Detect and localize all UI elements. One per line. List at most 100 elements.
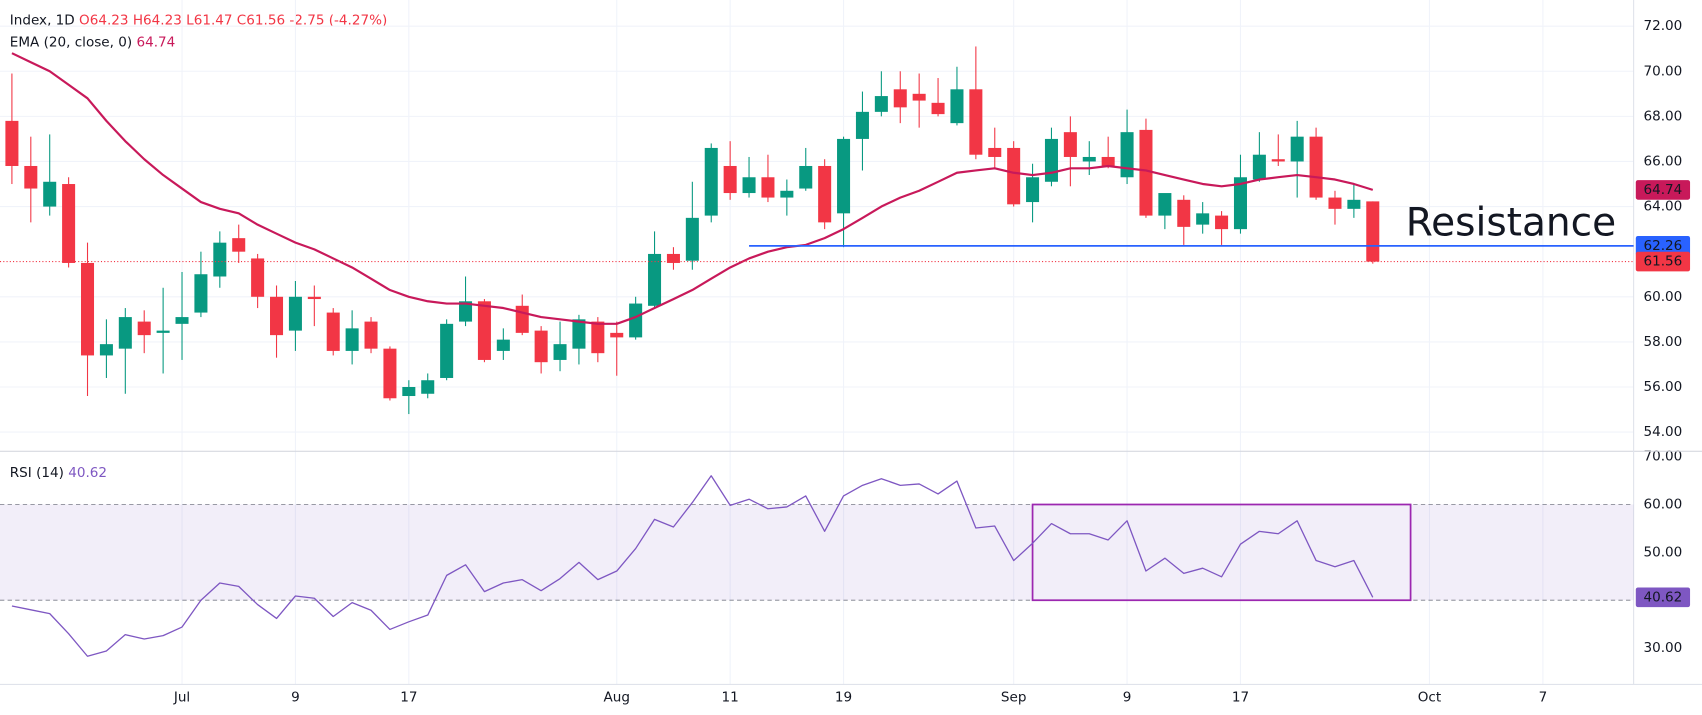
y-tick-label: 60.00 bbox=[1644, 289, 1683, 305]
candle-body bbox=[288, 296, 302, 331]
candle-body bbox=[402, 386, 416, 397]
price-badge-label: 64.74 bbox=[1644, 182, 1683, 198]
candle-body bbox=[591, 321, 605, 354]
y-tick-label: 64.00 bbox=[1644, 199, 1683, 215]
rsi-tick-label: 70.00 bbox=[1644, 449, 1683, 465]
y-tick-label: 72.00 bbox=[1644, 18, 1683, 34]
x-tick-label: 11 bbox=[722, 690, 739, 706]
rsi-value: 40.62 bbox=[68, 465, 107, 481]
x-tick-label: 17 bbox=[400, 690, 417, 706]
candle-body bbox=[1309, 136, 1323, 198]
candle-body bbox=[874, 96, 888, 112]
symbol: Index, 1D bbox=[10, 13, 75, 29]
candle-body bbox=[1347, 199, 1361, 209]
candle-body bbox=[156, 330, 170, 333]
candle-body bbox=[62, 184, 76, 263]
rsi-tick-label: 30.00 bbox=[1644, 640, 1683, 656]
candle-body bbox=[270, 296, 284, 336]
candle-body bbox=[175, 317, 189, 324]
candle-body bbox=[232, 238, 246, 252]
y-tick-label: 66.00 bbox=[1644, 153, 1683, 169]
y-tick-label: 70.00 bbox=[1644, 63, 1683, 79]
ema-value: 64.74 bbox=[136, 34, 175, 50]
candle-body bbox=[440, 323, 454, 378]
candle-body bbox=[383, 348, 397, 399]
candle-body bbox=[1328, 197, 1342, 209]
candle-body bbox=[1252, 154, 1266, 180]
candle-body bbox=[553, 344, 567, 360]
header: Index, 1D O64.23 H64.23 L61.47 C61.56 -2… bbox=[10, 13, 388, 29]
rsi-band bbox=[0, 504, 1634, 601]
x-tick-label: 9 bbox=[1123, 690, 1132, 706]
candle-body bbox=[855, 111, 869, 139]
candle-body bbox=[685, 217, 699, 261]
rsi-line bbox=[11, 475, 1374, 657]
candle-body bbox=[1082, 156, 1096, 162]
candle-body bbox=[761, 177, 775, 198]
rsi-box bbox=[1031, 503, 1412, 602]
candle-body bbox=[1196, 213, 1210, 225]
candle-body bbox=[1120, 132, 1134, 178]
candle-body bbox=[1366, 201, 1380, 262]
candle-body bbox=[534, 330, 548, 363]
candle-body bbox=[704, 147, 718, 216]
candle-body bbox=[307, 296, 321, 300]
y-tick-label: 58.00 bbox=[1644, 334, 1683, 350]
candle-body bbox=[988, 147, 1002, 157]
candle-body bbox=[24, 165, 38, 189]
candle-body bbox=[213, 242, 227, 277]
ema-name: EMA (20, close, 0) bbox=[10, 34, 132, 50]
close-value: C61.56 bbox=[237, 13, 285, 29]
candle-body bbox=[610, 332, 624, 338]
candle-body bbox=[1026, 177, 1040, 203]
candle-body bbox=[648, 253, 662, 306]
price-badge-label: 40.62 bbox=[1644, 589, 1683, 605]
price-badge-label: 61.56 bbox=[1644, 254, 1683, 270]
candle-body bbox=[80, 262, 95, 356]
candle-body bbox=[1177, 199, 1191, 227]
candle-body bbox=[666, 253, 680, 263]
candle-body bbox=[723, 165, 737, 194]
x-tick-label: 9 bbox=[291, 690, 300, 706]
ema-legend: EMA (20, close, 0) 64.74 bbox=[10, 34, 176, 50]
low-value: L61.47 bbox=[186, 13, 232, 29]
rsi-tick-label: 60.00 bbox=[1644, 496, 1683, 512]
candle-body bbox=[1233, 177, 1247, 230]
candle-body bbox=[1271, 159, 1285, 162]
x-tick-label: Aug bbox=[604, 690, 630, 706]
x-tick-label: 17 bbox=[1232, 690, 1249, 706]
candle-body bbox=[1044, 138, 1058, 182]
candle-body bbox=[459, 301, 473, 322]
x-tick-label: Sep bbox=[1001, 690, 1027, 706]
candle-body bbox=[137, 321, 151, 336]
candle-body bbox=[496, 339, 510, 351]
candle-body bbox=[818, 165, 832, 223]
candle-body bbox=[1101, 156, 1115, 166]
candle-body bbox=[931, 102, 945, 115]
candle-body bbox=[421, 380, 435, 394]
candle-body bbox=[326, 312, 340, 351]
candle-body bbox=[477, 301, 491, 360]
candle-body bbox=[5, 120, 19, 166]
candle-body bbox=[1158, 193, 1172, 216]
candle-body bbox=[194, 274, 208, 313]
x-tick-label: 7 bbox=[1539, 690, 1548, 706]
candle-body bbox=[742, 177, 756, 194]
resistance-label: Resistance bbox=[1406, 201, 1616, 246]
candle-body bbox=[1290, 136, 1304, 162]
rsi-name: RSI (14) bbox=[10, 465, 64, 481]
candle-body bbox=[43, 181, 57, 207]
candle-body bbox=[515, 305, 529, 333]
candle-body bbox=[912, 93, 926, 101]
price-badge bbox=[1635, 587, 1691, 608]
open-value: O64.23 bbox=[79, 13, 128, 29]
candle-body bbox=[837, 138, 851, 214]
candle-body bbox=[1215, 215, 1229, 230]
price-badge bbox=[1635, 180, 1691, 200]
x-tick-label: Jul bbox=[173, 690, 190, 706]
candle-body bbox=[99, 344, 113, 356]
rsi-legend: RSI (14) 40.62 bbox=[10, 465, 107, 481]
